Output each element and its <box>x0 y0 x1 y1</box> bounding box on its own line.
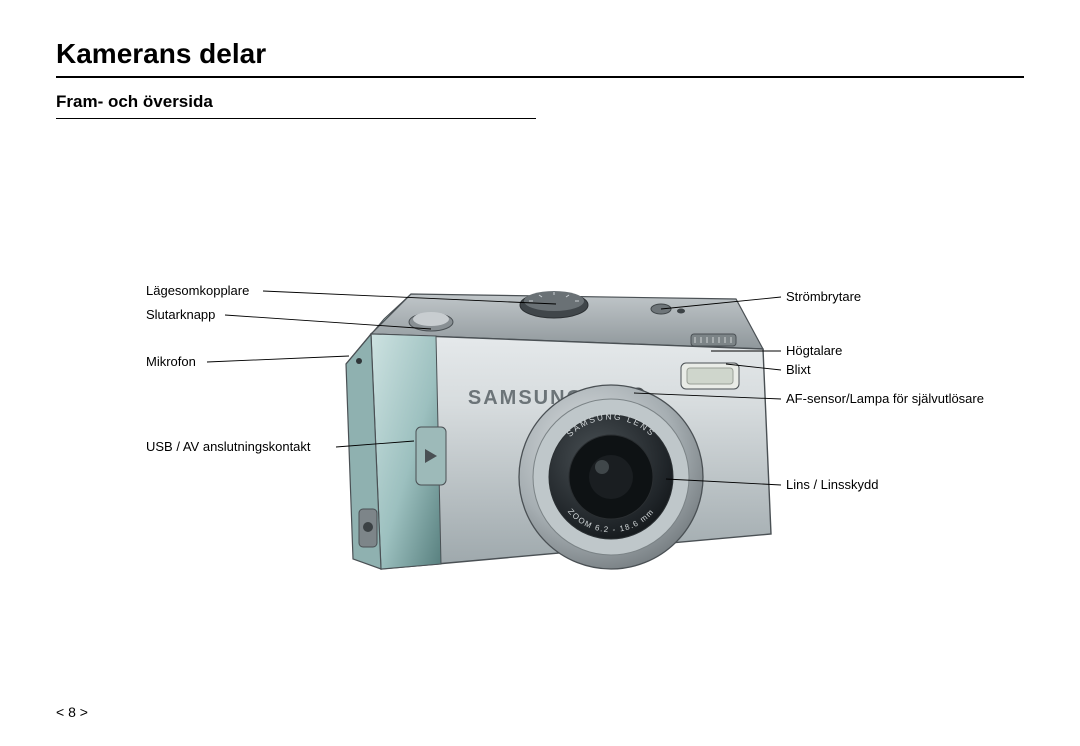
page-number: < 8 > <box>56 704 88 720</box>
main-divider <box>56 76 1024 78</box>
diagram-area: SAMSUNG SAMSUNG LENS <box>56 129 1024 649</box>
sub-divider <box>56 118 536 119</box>
label-speaker: Högtalare <box>786 343 842 358</box>
label-mode-dial: Lägesomkopplare <box>146 283 249 298</box>
leader-lines <box>56 129 1024 649</box>
label-usb-av: USB / AV anslutningskontakt <box>146 439 311 454</box>
label-flash: Blixt <box>786 362 811 377</box>
label-lens: Lins / Linsskydd <box>786 477 879 492</box>
page-title: Kamerans delar <box>56 38 1024 70</box>
label-microphone: Mikrofon <box>146 354 196 369</box>
label-power: Strömbrytare <box>786 289 861 304</box>
label-shutter: Slutarknapp <box>146 307 215 322</box>
label-af-sensor: AF-sensor/Lampa för självutlösare <box>786 391 984 406</box>
section-title: Fram- och översida <box>56 92 1024 112</box>
